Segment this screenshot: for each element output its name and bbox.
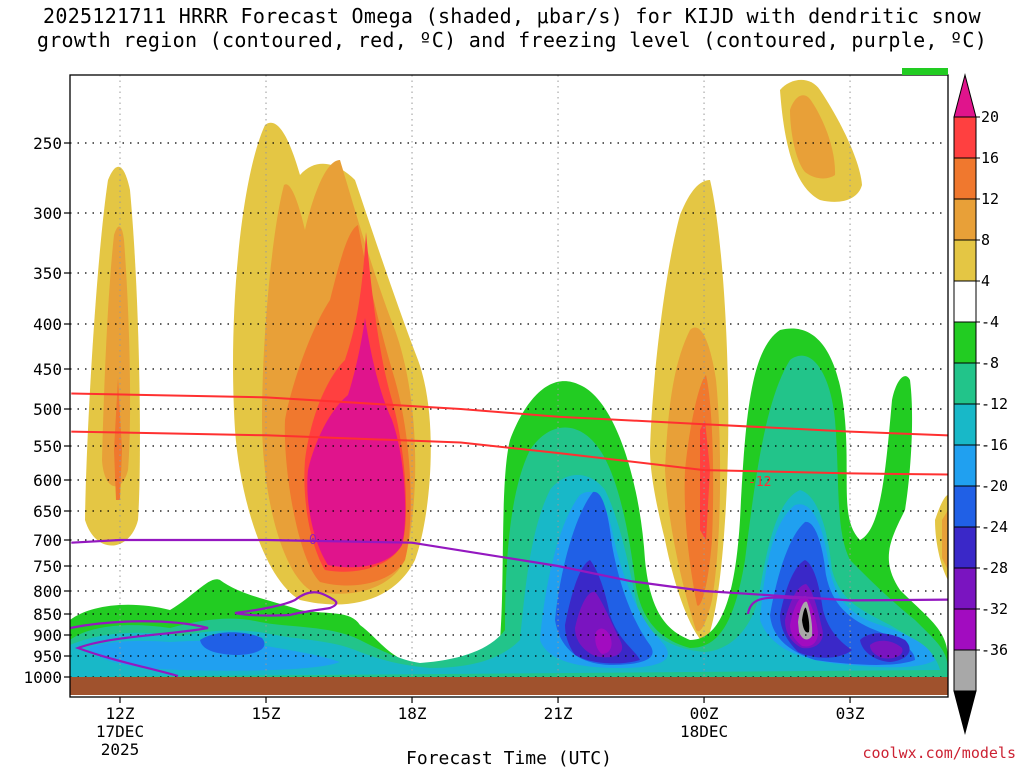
y-tick-label-900: 900 [33,626,62,645]
freezing-level-contour-0 [71,538,948,602]
x-tick-year-12Z: 2025 [101,740,140,759]
y-tick-label-950: 950 [33,647,62,666]
colorbar-seg-12 [953,198,977,241]
y-tick-label-500: 500 [33,400,62,419]
green-flag [902,68,948,75]
colorbar-label--20: -20 [981,477,1008,495]
y-tick-label-550: 550 [33,437,62,456]
dendritic-contour-1 [71,430,948,476]
chart-title: 2025121711 HRRR Forecast Omega (shaded, … [0,4,1024,52]
contour-lines: -12 0 [70,392,948,678]
colorbar-label--12: -12 [981,395,1008,413]
colorbar-seg--20 [953,485,977,528]
y-tick-label-850: 850 [33,605,62,624]
colorbar-over-arrow [953,73,977,118]
colorbar-seg--4 [953,321,977,364]
y-tick-label-750: 750 [33,557,62,576]
colorbar-seg--32 [953,608,977,651]
colorbar-label--24: -24 [981,518,1008,536]
x-axis-label: Forecast Time (UTC) [406,748,612,768]
colorbar-seg-8 [953,239,977,282]
colorbar-label-12: 12 [981,190,999,208]
x-tick-label-03Z: 03Z [836,704,865,723]
dendritic-contour-label: -12 [748,475,771,490]
freezing-level-loop-west [70,620,209,678]
omega-region-pos4-19 [918,460,948,600]
colorbar-label-8: 8 [981,231,990,249]
omega-region-neg28-36 [870,640,903,659]
surface-bar [70,677,948,695]
omega-region-pos4-10 [505,280,518,322]
freezing-level-loop-east [746,596,800,615]
omega-region-pos12-2 [102,226,131,487]
colorbar-label-20: 20 [981,108,999,126]
chart-title-line1: 2025121711 HRRR Forecast Omega (shaded, … [43,4,981,28]
y-tick-label-700: 700 [33,531,62,550]
omega-region-pos12-18 [790,95,836,179]
colorbar-seg--8 [953,362,977,405]
colorbar-seg-4 [953,280,977,323]
x-tick-label-12Z: 12Z [106,704,135,723]
x-tick-label-18Z: 18Z [398,704,427,723]
omega-region-neg4-22 [70,328,948,677]
colorbar-seg--28 [953,567,977,610]
y-tick-label-300: 300 [33,204,62,223]
y-tick-label-450: 450 [33,360,62,379]
omega-region-neg20-28 [200,632,265,655]
colorbar-label-4: 4 [981,272,990,290]
omega-region-pos20-15 [700,420,710,540]
freezing-level-loop-mid [234,591,338,617]
plot-area: -12 0 [69,68,949,698]
omega-region-pos24-9 [307,318,406,568]
y-tick-label-650: 650 [33,502,62,521]
omega-region-neg32-37 [595,628,612,654]
dendritic-contour-0 [71,392,948,437]
y-axis: 250 300 350 400 450 500 550 600 650 700 750 800 850 9… [23,134,70,687]
colorbar-seg-16 [953,157,977,200]
omega-region-pos16-3 [114,378,122,500]
colorbar-label--16: -16 [981,436,1008,454]
x-tick-label-00Z: 00Z [690,704,719,723]
freezing-level-label: 0 [309,533,317,548]
colorbar-label--28: -28 [981,559,1008,577]
colorbar-under-arrow [953,690,977,735]
colorbar-label--4: -4 [981,313,999,331]
colorbar-seg--24 [953,526,977,569]
y-tick-label-1000: 1000 [23,668,62,687]
credit-text: coolwx.com/models [862,744,1016,762]
grid-lines [70,75,948,678]
y-tick-label-250: 250 [33,134,62,153]
chart-title-line2: growth region (contoured, red, ºC) and f… [36,28,988,52]
omega-region-neg40-40 [802,607,810,633]
x-tick-label-15Z: 15Z [252,704,281,723]
x-tick-date-12Z: 17DEC [96,722,144,741]
plot-frame [69,74,949,698]
y-tick-label-350: 350 [33,264,62,283]
colorbar-label--36: -36 [981,641,1008,659]
colorbar-seg--36 [953,649,977,692]
colorbar: 20 16 12 8 4 -4 -8 -12 -16 -20 -24 -28 -32 -36 [953,73,1008,735]
colorbar-seg-20 [953,116,977,159]
x-tick-label-21Z: 21Z [544,704,573,723]
omega-region-pos12-21 [942,510,948,570]
colorbar-seg--16 [953,444,977,487]
y-tick-label-800: 800 [33,582,62,601]
y-tick-label-600: 600 [33,471,62,490]
omega-shading [70,77,948,677]
colorbar-seg--12 [953,403,977,446]
x-tick-date-00Z: 18DEC [680,722,728,741]
colorbar-label--8: -8 [981,354,999,372]
colorbar-label--32: -32 [981,600,1008,618]
colorbar-label-16: 16 [981,149,999,167]
y-tick-label-400: 400 [33,315,62,334]
